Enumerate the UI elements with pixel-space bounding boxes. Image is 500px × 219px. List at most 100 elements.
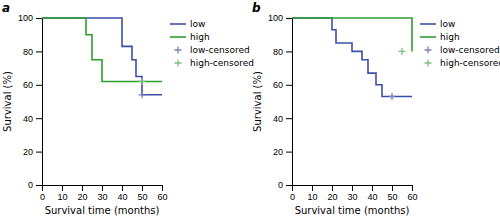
y-axis-line	[286, 19, 293, 186]
plot-area	[292, 18, 412, 100]
legend-item: low	[170, 19, 205, 29]
legend-label: high-censored	[190, 58, 254, 68]
legend-swatch	[170, 23, 186, 25]
y-tick: 100	[268, 13, 292, 23]
legend-swatch	[175, 47, 182, 54]
x-tick-label: 40	[367, 192, 377, 202]
x-tick: 0	[290, 185, 295, 202]
legend-swatch	[425, 60, 432, 67]
censor-marker	[139, 91, 146, 98]
censor-marker	[389, 93, 396, 100]
legend-swatch	[420, 36, 436, 38]
x-tick-label: 20	[327, 192, 337, 202]
x-tick-label: 40	[117, 192, 127, 202]
x-tick-label: 50	[137, 192, 147, 202]
survival-line	[42, 18, 162, 95]
x-tick-label: 30	[97, 192, 107, 202]
y-tick-label: 20	[23, 147, 33, 157]
legend-item: low-censored	[175, 45, 250, 55]
x-tick: 30	[97, 185, 107, 202]
x-tick: 40	[117, 185, 127, 202]
y-tick: 40	[23, 114, 42, 124]
x-tick: 0	[40, 185, 45, 202]
y-tick: 80	[273, 47, 292, 57]
x-tick-label: 0	[290, 192, 295, 202]
x-tick-mark	[122, 185, 123, 191]
x-tick-label: 20	[77, 192, 87, 202]
legend-label: high-censored	[440, 58, 500, 68]
y-tick-mark	[286, 18, 292, 19]
y-tick-label: 40	[273, 114, 283, 124]
x-axis: 0 10 20 30 40 50 60	[290, 185, 418, 202]
survival-line	[292, 18, 412, 96]
panel-label: b	[252, 1, 261, 15]
panel: 0102030405060020406080100Survival time (…	[2, 1, 254, 216]
y-tick: 0	[28, 180, 42, 190]
y-tick-mark	[286, 85, 292, 86]
y-tick-label: 0	[28, 180, 33, 190]
x-tick-mark	[312, 185, 313, 191]
plot-area	[42, 18, 162, 98]
y-tick-label: 60	[23, 80, 33, 90]
y-tick: 20	[273, 147, 292, 157]
x-tick-label: 30	[347, 192, 357, 202]
y-tick-label: 60	[273, 80, 283, 90]
legend-item: low	[420, 19, 455, 29]
y-tick-label: 40	[23, 114, 33, 124]
chart: 0102030405060020406080100Survival time (…	[0, 0, 500, 219]
censor-marker	[139, 78, 146, 85]
y-axis: 0 20 40 60 80 100	[268, 13, 293, 190]
y-tick: 100	[18, 13, 42, 23]
x-tick-mark	[392, 185, 393, 191]
x-tick-mark	[82, 185, 83, 191]
y-axis-title: Survival (%)	[2, 71, 13, 132]
panel: 0102030405060020406080100Survival time (…	[252, 1, 500, 216]
x-tick-mark	[372, 185, 373, 191]
y-tick-mark	[36, 85, 42, 86]
x-tick: 50	[137, 185, 147, 202]
y-tick-mark	[286, 51, 292, 52]
y-tick: 0	[278, 180, 292, 190]
x-tick-mark	[62, 185, 63, 191]
x-tick-label: 10	[57, 192, 67, 202]
x-tick: 40	[367, 185, 377, 202]
y-tick-mark	[36, 152, 42, 153]
y-axis: 020406080100	[18, 13, 43, 190]
y-axis-line	[36, 19, 43, 186]
survival-line	[292, 18, 412, 51]
y-tick-mark	[286, 185, 292, 186]
legend-swatch	[175, 60, 182, 67]
x-tick: 50	[387, 185, 397, 202]
x-tick: 20	[77, 185, 87, 202]
x-tick: 10	[307, 185, 317, 202]
y-tick-mark	[36, 51, 42, 52]
y-tick-mark	[36, 185, 42, 186]
x-tick: 10	[57, 185, 67, 202]
x-tick: 60	[407, 185, 417, 202]
x-tick-label: 60	[407, 192, 417, 202]
x-axis-line	[43, 186, 163, 192]
x-tick-mark	[332, 185, 333, 191]
x-tick-mark	[162, 185, 163, 191]
legend-label: low	[190, 19, 205, 29]
x-tick: 20	[327, 185, 337, 202]
x-axis-line	[293, 186, 413, 192]
y-tick-label: 80	[273, 47, 283, 57]
legend-label: high	[190, 32, 210, 42]
legend-swatch	[170, 36, 186, 38]
y-tick-label: 100	[18, 13, 33, 23]
legend-item: low-censored	[425, 45, 500, 55]
legend-label: low	[440, 19, 455, 29]
legend-item: high	[420, 32, 460, 42]
legend-swatch	[420, 23, 436, 25]
y-tick: 20	[23, 147, 42, 157]
y-tick-mark	[286, 118, 292, 119]
x-tick-mark	[412, 185, 413, 191]
panel-label: a	[2, 1, 10, 15]
x-axis-title: Survival time (months)	[45, 205, 160, 216]
x-tick: 60	[157, 185, 167, 202]
survival-line	[42, 18, 162, 81]
y-tick-mark	[36, 18, 42, 19]
y-tick-label: 0	[278, 180, 283, 190]
x-tick-label: 10	[307, 192, 317, 202]
